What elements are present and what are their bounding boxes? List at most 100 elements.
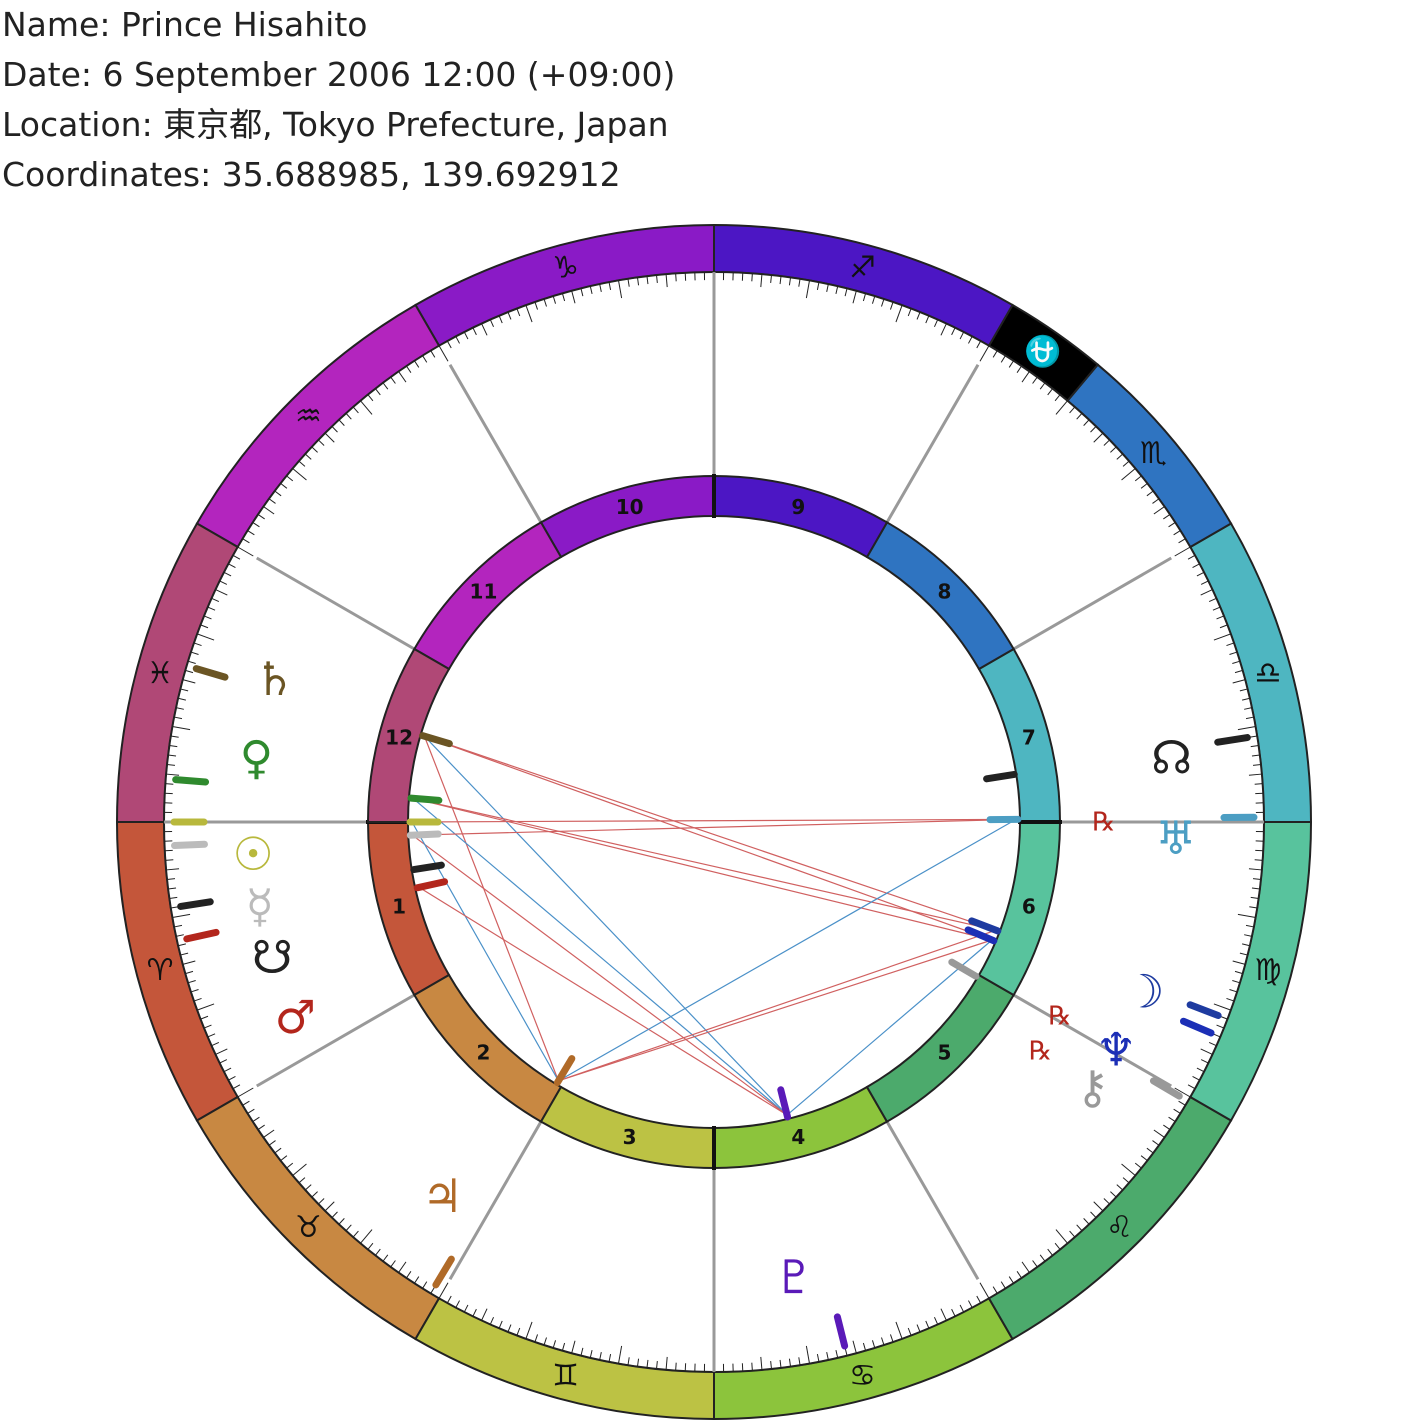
retrograde-neptune: ℞	[1048, 1002, 1071, 1032]
degree-tick	[862, 293, 867, 302]
degree-tick	[247, 1108, 255, 1114]
degree-tick	[992, 1286, 998, 1294]
aspect-saturn-neptune	[424, 735, 993, 941]
degree-tick	[636, 277, 640, 286]
degree-tick	[187, 979, 196, 984]
zodiac-glyph-cancer: ♋	[849, 1358, 876, 1393]
degree-tick	[805, 280, 810, 299]
degree-tick	[1196, 1067, 1205, 1073]
venus-icon: ♀	[240, 731, 274, 785]
degree-tick	[968, 336, 973, 344]
degree-tick	[185, 669, 194, 674]
aspect-mars-pluto	[418, 886, 788, 1116]
degree-tick	[862, 1342, 867, 1351]
degree-tick	[1245, 924, 1254, 928]
degree-tick	[1090, 1211, 1097, 1218]
planet-marker-outer-south-node	[177, 898, 214, 910]
zodiac-glyph-libra: ♎	[1255, 656, 1282, 691]
house-number-8: 8	[938, 579, 952, 603]
degree-tick	[805, 1345, 810, 1364]
degree-tick	[166, 878, 176, 880]
degree-tick	[1076, 412, 1083, 420]
degree-tick	[1152, 498, 1160, 504]
house-cusp-line-9	[885, 363, 980, 524]
degree-tick	[390, 376, 396, 384]
degree-tick	[1249, 906, 1258, 909]
degree-tick	[489, 319, 495, 328]
house-number-11: 11	[470, 579, 498, 603]
south-node-icon: ☋	[252, 930, 293, 984]
degree-tick	[976, 1295, 982, 1304]
degree-tick	[951, 327, 956, 336]
planet-marker-outer-jupiter	[432, 1255, 455, 1289]
degree-tick	[298, 1177, 306, 1184]
degree-tick	[507, 1324, 512, 1333]
degree-tick	[1039, 382, 1046, 390]
degree-tick	[1232, 660, 1241, 665]
aspect-jupiter-uranus	[558, 818, 1017, 1082]
degree-tick	[816, 1353, 820, 1362]
degree-tick	[1200, 1059, 1209, 1064]
degree-tick	[168, 887, 177, 890]
degree-tick	[232, 1084, 241, 1090]
degree-tick	[1229, 651, 1238, 655]
house-cusp-line-3	[448, 1120, 543, 1281]
degree-tick	[174, 716, 183, 720]
degree-tick	[345, 1224, 352, 1232]
degree-tick	[237, 1087, 254, 1098]
degree-tick	[180, 688, 189, 692]
degree-tick	[1093, 1201, 1104, 1212]
degree-tick	[438, 1282, 449, 1299]
degree-tick	[228, 1076, 236, 1081]
degree-tick	[1248, 868, 1262, 871]
house-cusp-line-2	[255, 993, 416, 1088]
degree-tick	[352, 1230, 359, 1238]
aspect-saturn-jupiter	[423, 736, 560, 1082]
degree-tick	[374, 1248, 381, 1256]
degree-tick	[1016, 1271, 1022, 1279]
chiron-icon: ⚷	[1076, 1060, 1110, 1114]
degree-tick	[675, 1362, 677, 1371]
planet-marker-outer-north-node	[1214, 734, 1251, 746]
aspect-jupiter-neptune	[558, 939, 993, 1082]
planet-marker-inner-mars	[413, 878, 449, 892]
degree-tick	[760, 1356, 763, 1370]
aspect-venus-moon	[412, 797, 997, 931]
degree-tick	[398, 371, 407, 383]
degree-tick	[169, 744, 178, 748]
degree-tick	[1219, 624, 1228, 629]
degree-tick	[177, 697, 187, 701]
degree-tick	[895, 304, 903, 323]
aspect-lines	[411, 735, 1017, 1116]
moon-icon: ☽	[1123, 964, 1164, 1018]
degree-tick	[525, 304, 533, 323]
degree-tick	[165, 783, 174, 785]
degree-tick	[280, 482, 288, 489]
degree-tick	[1055, 400, 1068, 415]
degree-tick	[166, 868, 180, 871]
degree-tick	[835, 285, 839, 295]
degree-tick	[345, 412, 352, 420]
degree-tick	[406, 365, 412, 373]
degree-tick	[382, 1254, 389, 1262]
degree-tick	[1241, 697, 1251, 701]
aspect-mercury-uranus	[412, 818, 1017, 836]
degree-tick	[608, 282, 612, 291]
degree-tick	[172, 913, 191, 918]
mercury-icon: ☿	[246, 879, 274, 933]
zodiac-glyph-sagittarius: ♐	[849, 251, 876, 286]
degree-tick	[816, 282, 820, 291]
degree-tick	[618, 280, 623, 299]
name-line: Name: Prince Hisahito	[2, 5, 368, 44]
degree-tick	[165, 859, 174, 861]
degree-tick	[1234, 669, 1243, 674]
degree-tick	[1069, 1230, 1076, 1238]
degree-tick	[826, 1352, 829, 1361]
degree-tick	[1047, 388, 1054, 396]
degree-tick	[788, 277, 792, 286]
degree-tick	[1168, 1116, 1176, 1122]
degree-tick	[1237, 726, 1256, 731]
degree-tick	[1232, 979, 1241, 984]
degree-tick	[656, 274, 658, 284]
degree-tick	[223, 1067, 232, 1073]
